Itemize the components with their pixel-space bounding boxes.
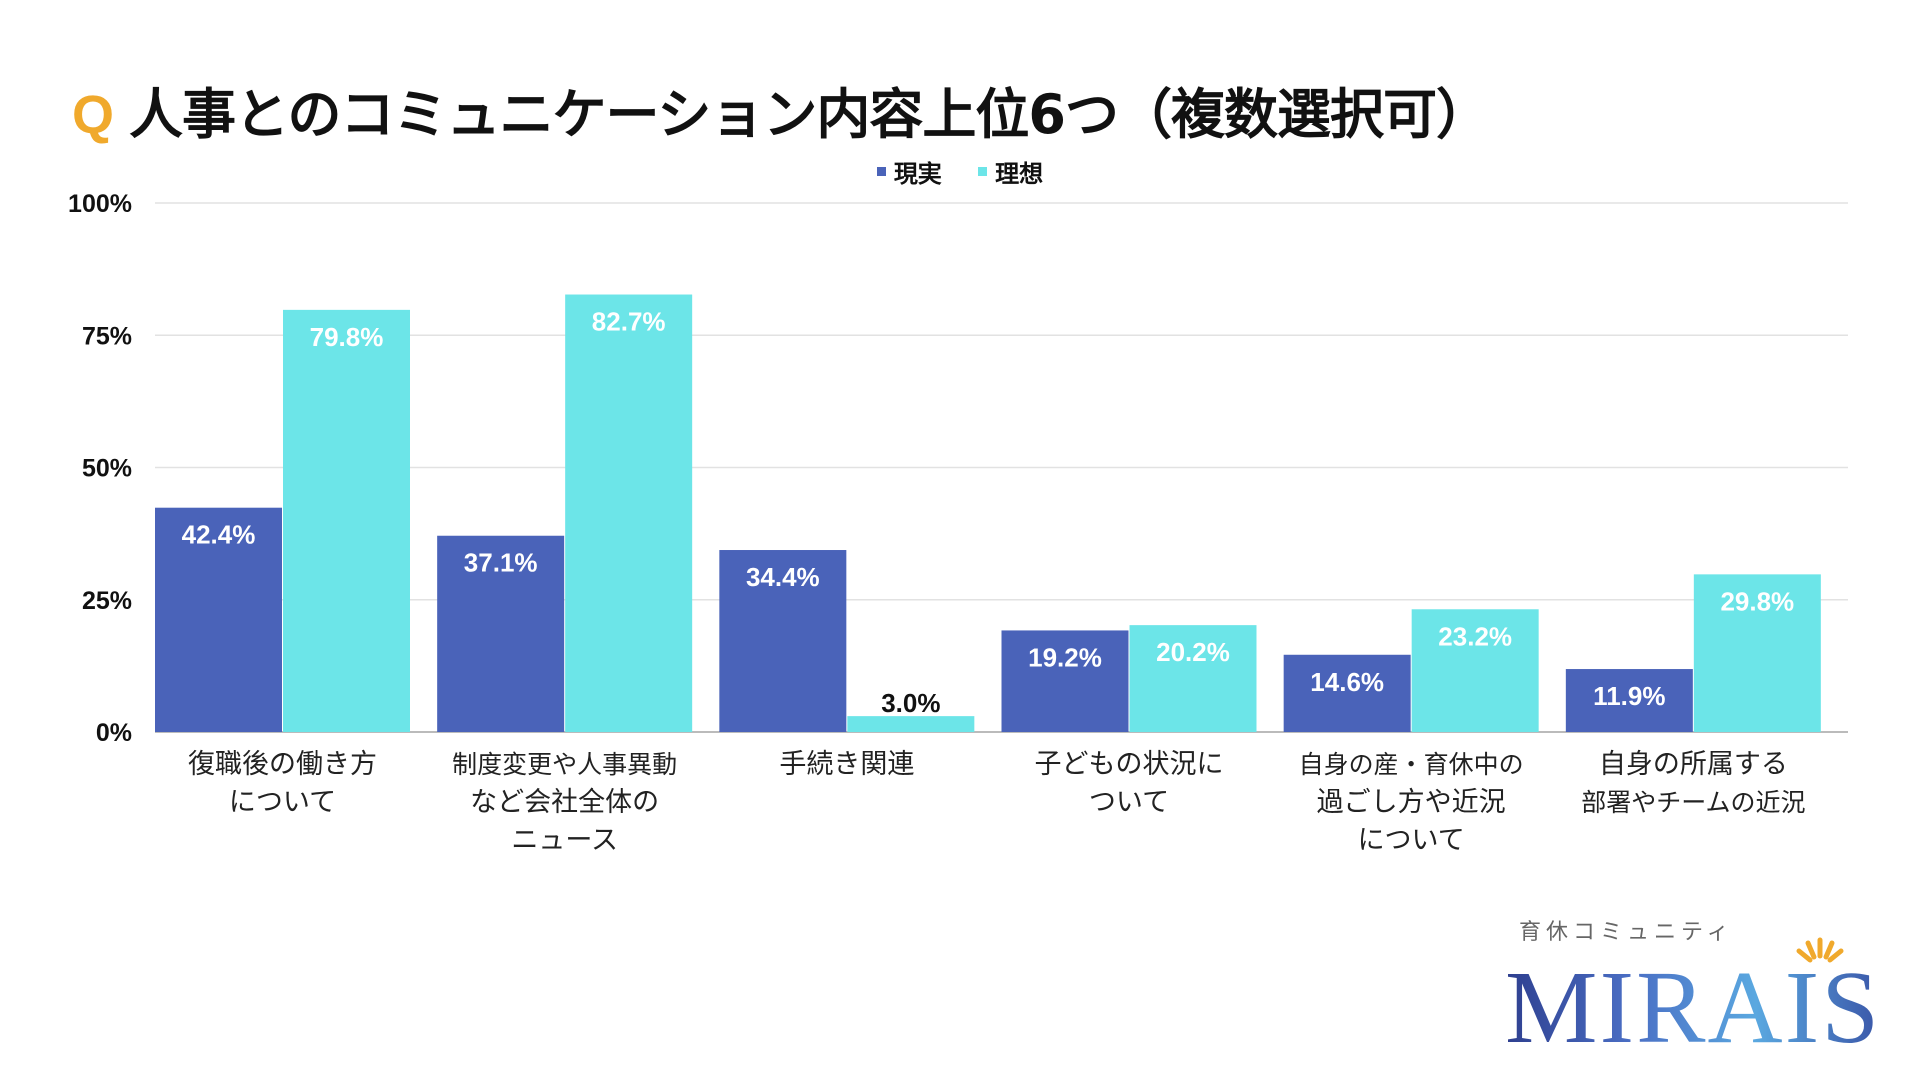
data-label: 29.8% [1720, 586, 1794, 616]
x-category-label: 手続き関連 [779, 749, 914, 780]
x-category-label: 復職後の働き方 [188, 749, 377, 780]
bar-ideal [565, 294, 693, 732]
bar-ideal [1129, 625, 1257, 732]
bar-ideal [1411, 609, 1539, 732]
x-category-label: 部署やチームの近況 [1581, 788, 1805, 817]
y-tick-label: 100% [68, 190, 132, 218]
y-tick-label: 75% [82, 322, 132, 350]
data-label: 34.4% [746, 562, 820, 592]
legend: 現実 理想 [0, 154, 1920, 189]
bar-real [155, 507, 282, 732]
legend-item-real: 現実 [876, 154, 942, 189]
x-category-label: 制度変更や人事異動 [452, 750, 677, 779]
data-label: 79.8% [310, 322, 384, 352]
sun-icon [1796, 937, 1844, 963]
x-category-label: について [1358, 825, 1465, 856]
data-label: 23.2% [1438, 621, 1512, 651]
data-label: 82.7% [592, 307, 666, 337]
legend-swatch [978, 167, 988, 176]
bar-ideal [1693, 574, 1821, 732]
x-category-label: について [229, 787, 336, 818]
x-category-label: ついて [1089, 787, 1169, 818]
chart-title: Q 人事とのコミュニケーション内容上位6つ（複数選択可） [72, 70, 1490, 149]
data-label: 14.6% [1310, 667, 1384, 697]
title-text: 人事とのコミュニケーション内容上位6つ（複数選択可） [129, 83, 1490, 146]
q-mark: Q [72, 85, 114, 145]
data-label: 19.2% [1028, 642, 1102, 672]
legend-label: 現実 [893, 160, 942, 188]
data-label: 20.2% [1156, 637, 1230, 667]
legend-item-ideal: 理想 [978, 154, 1043, 189]
x-category-label: 自身の所属する [1599, 749, 1788, 780]
bar-real [437, 535, 565, 732]
legend-swatch [876, 167, 886, 176]
data-label: 11.9% [1593, 681, 1665, 711]
bar-real [1283, 654, 1411, 732]
bar-real [719, 550, 847, 732]
y-tick-label: 25% [82, 587, 132, 615]
bar-ideal [847, 716, 975, 732]
bar-real [1565, 669, 1693, 732]
x-category-label: 過ごし方や近況 [1317, 787, 1506, 818]
data-label: 42.4% [182, 520, 256, 550]
x-category-label: ニュース [511, 825, 618, 856]
bar-ideal [283, 309, 410, 732]
logo-subtitle: 育休コミュニティ [1519, 920, 1734, 945]
x-category-label: 自身の産・育休中の [1299, 750, 1524, 779]
x-category-label: など会社全体の [470, 787, 659, 818]
x-category-label: 子どもの状況に [1035, 749, 1224, 780]
bar-real [1001, 630, 1129, 732]
mirais-logo: 育休コミュニティ MIRAIS [1505, 920, 1905, 1070]
y-tick-label: 50% [82, 455, 132, 483]
logo-wordmark: MIRAIS [1505, 950, 1882, 1065]
data-label: 3.0% [881, 688, 940, 718]
legend-label: 理想 [995, 160, 1044, 188]
y-tick-label: 0% [96, 719, 132, 747]
data-label: 37.1% [464, 548, 538, 578]
